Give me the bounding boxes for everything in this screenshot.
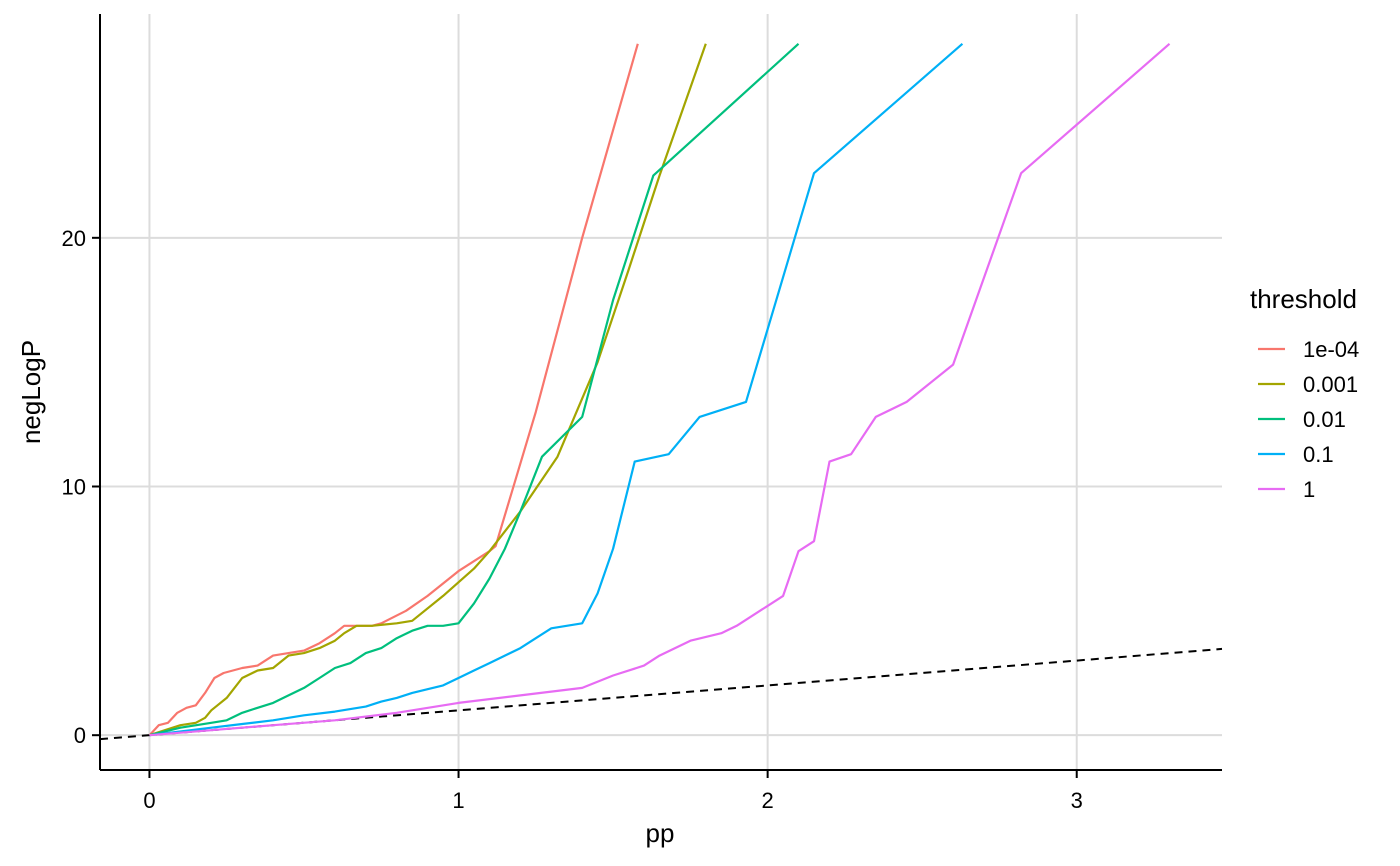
legend-label-3: 0.1 — [1303, 442, 1334, 467]
y-axis-label: negLogP — [16, 340, 46, 444]
x-tick-label-1: 1 — [452, 788, 464, 813]
series-group — [148, 42, 1171, 737]
x-ticks: 0 1 2 3 — [143, 770, 1083, 813]
x-tick-label-3: 3 — [1071, 788, 1083, 813]
x-axis-label: pp — [646, 818, 675, 848]
series-line-2 — [149, 42, 800, 737]
legend-label-2: 0.01 — [1303, 407, 1346, 432]
y-tick-label-2: 20 — [62, 226, 86, 251]
y-ticks: 0 10 20 — [62, 226, 100, 748]
y-tick-label-0: 0 — [74, 723, 86, 748]
series-line-4 — [149, 42, 1171, 737]
legend-label-0: 1e-04 — [1303, 337, 1359, 362]
series-line-1 — [149, 43, 707, 737]
legend: threshold 1e-04 0.001 0.01 0.1 1 — [1250, 284, 1359, 502]
series-line-0 — [148, 43, 639, 736]
x-tick-label-0: 0 — [143, 788, 155, 813]
series-line-3 — [149, 42, 964, 737]
axes — [99, 14, 1222, 771]
legend-label-4: 1 — [1303, 477, 1315, 502]
legend-label-1: 0.001 — [1303, 372, 1358, 397]
x-tick-label-2: 2 — [762, 788, 774, 813]
y-tick-label-1: 10 — [62, 475, 86, 500]
legend-title: threshold — [1250, 284, 1357, 314]
grid — [100, 14, 1222, 770]
